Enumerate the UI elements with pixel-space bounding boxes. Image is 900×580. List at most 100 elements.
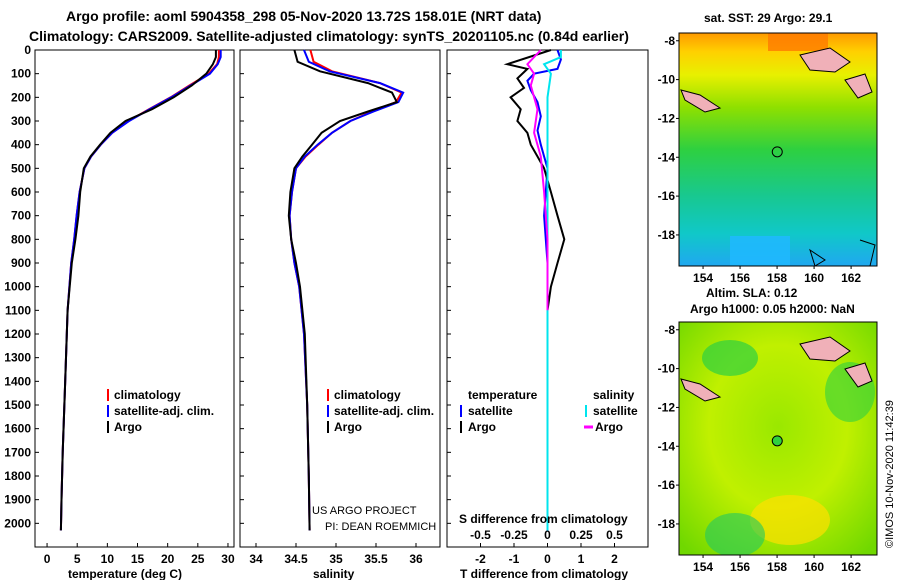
sla-island-3	[680, 378, 722, 402]
depth-tick-label: 400	[11, 138, 31, 152]
sst-map-title: sat. SST: 29 Argo: 29.1	[704, 11, 833, 25]
sst-argo-marker	[771, 146, 783, 158]
depth-axis: 0 100 200 300 400 500 600 700 800 900 1000 1100 1200…	[4, 43, 451, 530]
map-x-tick-label: 160	[804, 271, 824, 285]
difference-x-axis: -2 -1 0 1 2	[475, 543, 618, 566]
map-y-tick-label: -10	[658, 73, 676, 87]
depth-tick-label: 300	[11, 114, 31, 128]
series-satellite-adj-clim-	[288, 49, 405, 531]
x-tick-label: 5	[74, 552, 81, 566]
temperature-lines	[59, 50, 222, 531]
s-diff-tick-label: 0.5	[606, 528, 623, 542]
sla-argo-marker	[771, 435, 783, 447]
depth-tick-label: 600	[11, 185, 31, 199]
sla-map-title2: Argo h1000: 0.05 h2000: NaN	[690, 302, 855, 316]
diff-legend-t-argo-label: Argo	[468, 420, 496, 434]
diff-legend-s-sat-label: satellite	[593, 404, 638, 418]
x-tick-label: 36	[409, 552, 423, 566]
sla-map-title1: Altim. SLA: 0.12	[706, 286, 798, 300]
map-x-tick-label: 158	[767, 560, 787, 574]
depth-tick-label: 800	[11, 232, 31, 246]
sal-legend-argo-label: Argo	[334, 420, 362, 434]
x-tick-label: 30	[221, 552, 235, 566]
difference-s-xlabel: S difference from climatology	[459, 512, 628, 526]
map-x-tick-label: 156	[730, 271, 750, 285]
x-tick-label: 20	[161, 552, 175, 566]
map-y-tick-label: -12	[658, 111, 676, 125]
header-line2: Climatology: CARS2009. Satellite-adjuste…	[29, 28, 629, 44]
difference-legend: temperature satellite Argo salinity sate…	[460, 388, 638, 434]
map-y-tick-label: -14	[658, 439, 676, 453]
sal-legend-climatology-label: climatology	[334, 388, 401, 402]
s-diff-tick-label: 0.25	[569, 528, 593, 542]
difference-s-axis: -0.5 -0.25 0 0.25 0.5	[470, 528, 623, 542]
map-x-tick-label: 158	[767, 271, 787, 285]
series-argo	[287, 49, 399, 531]
depth-tick-label: 2000	[4, 516, 31, 530]
x-tick-label: 35.5	[364, 552, 388, 566]
depth-tick-label: 1300	[4, 351, 31, 365]
x-tick-label: 34	[249, 552, 263, 566]
temperature-x-axis: 0 5 10 15 20 25 30	[44, 543, 235, 566]
x-tick-label: 2	[611, 552, 618, 566]
sal-legend-satellite-label: satellite-adj. clim.	[334, 404, 434, 418]
header-line1: Argo profile: aoml 5904358_298 05-Nov-20…	[66, 8, 541, 24]
depth-tick-label: 1900	[4, 493, 31, 507]
depth-tick-label: 1400	[4, 374, 31, 388]
map-y-tick-label: -8	[664, 323, 675, 337]
x-tick-label: 0	[544, 552, 551, 566]
sla-island-1	[799, 336, 851, 362]
temperature-plot-frame	[34, 49, 235, 548]
legend-climatology-label: climatology	[114, 388, 181, 402]
x-tick-label: 25	[191, 552, 205, 566]
credit-pi: PI: DEAN ROEMMICH	[325, 521, 436, 533]
difference-panel: -2 -1 0 1 2 -0.5 -0.25 0 0.25 0.5 T difference f…	[446, 49, 649, 580]
sst-cool-patch	[730, 236, 790, 266]
series-s-argo	[526, 49, 549, 311]
difference-lines	[503, 49, 566, 531]
depth-tick-label: 900	[11, 256, 31, 270]
sst-field	[679, 33, 877, 266]
map-x-tick-label: 154	[693, 271, 713, 285]
s-diff-tick-label: 0	[544, 528, 551, 542]
depth-tick-label: 1500	[4, 398, 31, 412]
sst-x-axis: 154 156 158 160 162	[693, 266, 861, 285]
salinity-lines	[287, 49, 405, 531]
map-y-tick-label: -14	[658, 150, 676, 164]
salinity-xlabel: salinity	[313, 567, 355, 580]
sst-island-2	[844, 73, 873, 99]
depth-tick-label: 1600	[4, 422, 31, 436]
imos-credit: ©IMOS 10-Nov-2020 11:42:39	[884, 400, 896, 548]
sst-reef	[809, 239, 876, 266]
sla-map: 154 156 158 160 162 -8 -10 -12 -14 -16 -18	[658, 321, 878, 574]
depth-tick-label: 1700	[4, 445, 31, 459]
temperature-panel: 0100200300400500600700800900100011001200…	[4, 43, 451, 580]
temperature-legend: climatology satellite-adj. clim. Argo	[107, 388, 214, 434]
sla-x-axis: 154 156 158 160 162	[693, 555, 861, 574]
diff-legend-t-sat-label: satellite	[468, 404, 513, 418]
map-y-tick-label: -18	[658, 517, 676, 531]
credit-project: US ARGO PROJECT	[312, 505, 417, 517]
sst-island-1	[799, 47, 851, 73]
series-climatology	[288, 49, 404, 531]
legend-argo-label: Argo	[114, 420, 142, 434]
sla-green-eddy-1	[702, 340, 758, 376]
series-t-argo	[503, 49, 566, 311]
difference-xlabel: T difference from climatology	[460, 567, 628, 580]
x-tick-label: -2	[475, 552, 486, 566]
salinity-plot-frame	[239, 49, 441, 548]
sst-y-axis: -8 -10 -12 -14 -16 -18	[658, 34, 679, 242]
x-tick-label: 10	[101, 552, 115, 566]
diff-legend-temperature-title: temperature	[468, 388, 538, 402]
map-x-tick-label: 162	[841, 560, 861, 574]
map-x-tick-label: 160	[804, 560, 824, 574]
map-y-tick-label: -16	[658, 478, 676, 492]
sla-island-2	[844, 362, 873, 388]
salinity-legend: climatology satellite-adj. clim. Argo	[327, 388, 434, 434]
x-tick-label: 34.5	[284, 552, 308, 566]
map-x-tick-label: 162	[841, 271, 861, 285]
sst-warm-patch	[768, 33, 828, 51]
x-tick-label: 1	[578, 552, 585, 566]
sst-map: 154 156 158 160 162 -8 -10 -12 -14 -16 -18	[658, 32, 878, 285]
